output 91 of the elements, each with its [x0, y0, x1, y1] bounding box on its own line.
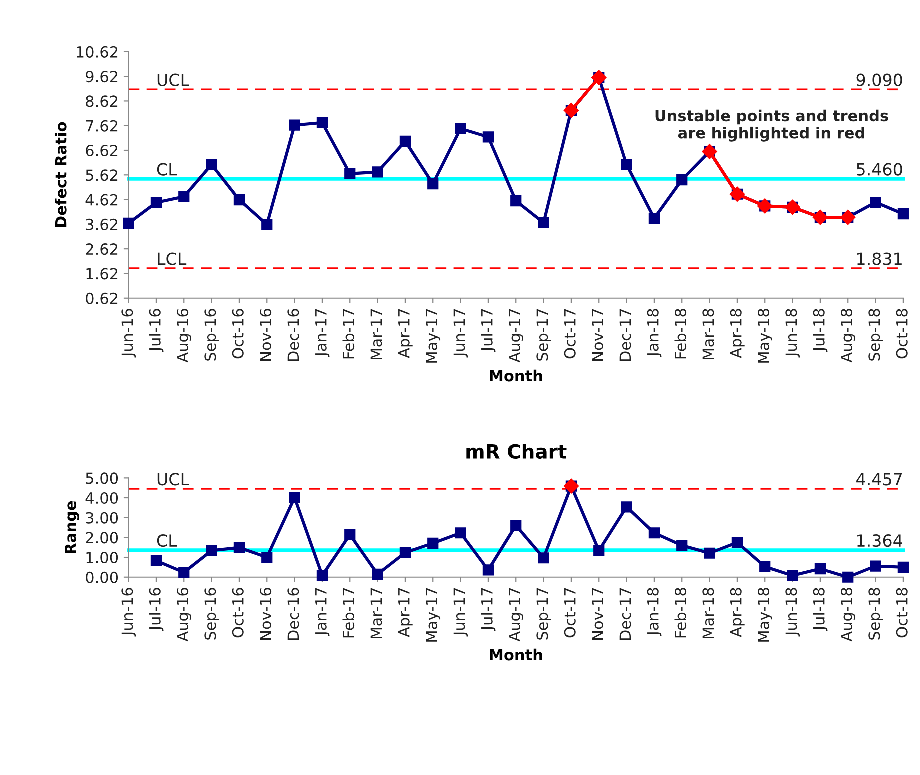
- y-tick-label: 4.62: [86, 194, 118, 206]
- annotation: Unstable points and trends are highlighted in red: [656, 110, 888, 142]
- x-tick-label: Apr-18: [730, 588, 745, 638]
- x-tick-label: Jul-16: [149, 309, 164, 352]
- ref-line-label: 5.460: [857, 163, 902, 176]
- x-tick-label: Jun-16: [122, 309, 136, 358]
- chart-title: mR Chart: [466, 444, 567, 460]
- x-tick-label: Jun-17: [454, 588, 468, 637]
- x-tick-label: Sep-17: [536, 309, 552, 361]
- x-tick-label: Apr-18: [730, 309, 745, 358]
- ref-line-label: 1.831: [858, 252, 902, 266]
- x-tick-label: Jul-17: [481, 588, 496, 632]
- y-axis-title: Range: [65, 501, 80, 554]
- x-tick-label: May-17: [426, 588, 441, 642]
- annotation: LCL: [158, 252, 187, 266]
- ref-line-label: 1.364: [858, 534, 903, 548]
- x-tick-label: Mar-18: [702, 309, 714, 360]
- x-tick-label: Feb-17: [342, 588, 355, 638]
- y-tick-label: 7.62: [86, 120, 118, 132]
- x-tick-label: Sep-18: [868, 588, 884, 640]
- y-tick-label: 10.62: [77, 46, 118, 58]
- x-tick-label: Aug-16: [177, 309, 192, 363]
- x-tick-label: Oct-16: [232, 309, 244, 359]
- x-tick-label: Feb-17: [342, 309, 355, 359]
- y-tick-label: 3.62: [86, 218, 118, 230]
- y-tick-label: 6.62: [86, 144, 118, 157]
- y-tick-label: 9.62: [86, 71, 118, 83]
- x-tick-label: Jun-17: [454, 309, 468, 358]
- annotation: UCL: [158, 74, 190, 86]
- y-tick-label: 8.62: [86, 96, 118, 108]
- x-tick-label: Sep-17: [536, 588, 552, 640]
- y-tick-label: 2.62: [86, 244, 118, 256]
- x-tick-label: Aug-18: [840, 309, 856, 363]
- x-tick-label: Apr-17: [398, 588, 413, 638]
- x-tick-label: Mar-17: [370, 588, 382, 638]
- x-tick-label: Jul-17: [481, 309, 496, 352]
- x-tick-label: Jun-18: [786, 309, 800, 358]
- annotation: UCL: [158, 473, 190, 486]
- x-tick-label: Feb-18: [674, 309, 687, 359]
- y-tick-label: 1.62: [86, 268, 118, 280]
- x-tick-label: Dec-17: [620, 588, 632, 640]
- x-tick-label: Dec-16: [288, 309, 300, 362]
- x-tick-label: Oct-18: [896, 309, 908, 359]
- x-tick-label: Oct-18: [896, 588, 908, 638]
- x-tick-label: Nov-16: [260, 309, 272, 361]
- x-tick-label: May-17: [426, 309, 441, 363]
- ref-line-label: 4.457: [856, 473, 902, 486]
- x-axis-title: Month: [490, 370, 542, 382]
- x-tick-label: Oct-17: [564, 309, 576, 359]
- x-tick-label: Jun-16: [122, 588, 136, 637]
- x-tick-label: Jul-16: [149, 588, 164, 632]
- x-tick-label: Mar-17: [370, 309, 382, 360]
- annotation: CL: [157, 163, 178, 176]
- y-tick-label: 5.62: [86, 170, 118, 182]
- ref-line-label: 9.090: [856, 74, 902, 86]
- y-tick-label: 0.62: [86, 292, 118, 304]
- x-tick-label: Oct-16: [232, 588, 244, 638]
- y-axis-title: Defect Ratio: [55, 122, 67, 228]
- x-tick-label: Feb-18: [674, 588, 687, 638]
- x-tick-label: Nov-17: [592, 309, 604, 361]
- annotation: CL: [157, 534, 178, 548]
- x-tick-label: Jan-18: [647, 588, 662, 636]
- x-tick-label: Jan-17: [316, 309, 330, 358]
- x-tick-label: Sep-18: [868, 309, 884, 361]
- x-tick-label: Dec-17: [620, 309, 632, 362]
- x-tick-label: Jan-17: [316, 588, 330, 636]
- x-tick-label: Aug-17: [509, 309, 524, 363]
- x-tick-label: Jun-18: [786, 588, 800, 637]
- x-tick-label: Jul-18: [813, 309, 828, 352]
- x-tick-label: Jul-18: [813, 588, 828, 632]
- y-tick-label: 4.00: [86, 492, 118, 504]
- x-tick-label: Nov-17: [592, 588, 604, 640]
- x-tick-label: Oct-17: [564, 588, 576, 638]
- x-tick-label: Sep-16: [204, 588, 220, 640]
- x-tick-label: Jan-18: [647, 309, 662, 358]
- y-tick-label: 1.00: [86, 552, 118, 564]
- y-tick-label: 2.00: [86, 532, 118, 544]
- x-tick-label: Sep-16: [204, 309, 220, 361]
- y-tick-label: 0.00: [86, 572, 118, 584]
- y-tick-label: 5.00: [86, 472, 118, 484]
- x-tick-label: Aug-16: [177, 588, 192, 642]
- x-tick-label: Apr-17: [398, 309, 413, 358]
- x-axis-title: Month: [490, 648, 542, 661]
- x-tick-label: Aug-17: [509, 588, 524, 642]
- y-tick-label: 3.00: [86, 512, 118, 524]
- x-tick-label: May-18: [758, 588, 773, 642]
- x-tick-label: Aug-18: [840, 588, 856, 642]
- x-tick-label: Nov-16: [260, 588, 272, 640]
- x-tick-label: Dec-16: [288, 588, 300, 640]
- x-tick-label: Mar-18: [702, 588, 714, 638]
- x-tick-label: May-18: [758, 309, 773, 363]
